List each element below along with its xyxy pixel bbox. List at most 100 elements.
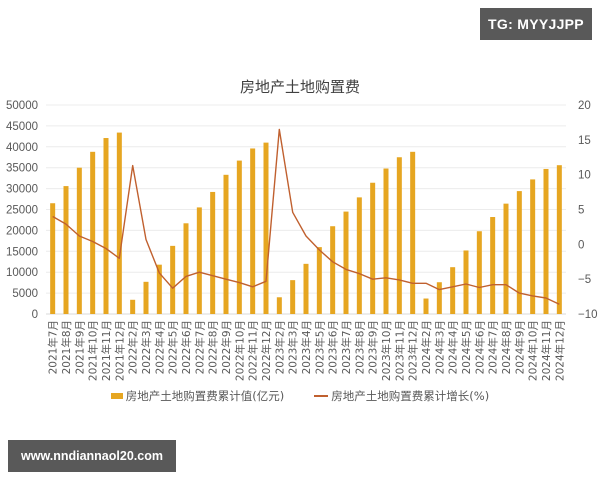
legend-line-label: 房地产土地购置费累计增长(%) [331, 389, 490, 403]
bar [423, 298, 429, 314]
x-axis-tick: 2022年11月 [247, 320, 260, 381]
left-axis-tick: 0 [32, 309, 38, 321]
bar [370, 182, 376, 314]
x-axis-tick: 2022年2月 [127, 320, 140, 374]
left-axis-labels: 0 5000 10000 15000 20000 25000 30000 35000 40000… [6, 100, 38, 321]
chart-title: 房地产土地购置费 [239, 78, 360, 96]
left-axis-tick: 15000 [6, 246, 38, 258]
x-axis-tick: 2021年7月 [47, 320, 60, 374]
right-axis-tick: 15 [578, 135, 591, 147]
x-axis-tick: 2023年11月 [393, 320, 406, 381]
right-axis-tick: 10 [578, 170, 591, 182]
right-axis-tick: 0 [578, 239, 584, 251]
x-axis-tick: 2023年8月 [353, 320, 366, 374]
bar [490, 217, 496, 314]
x-axis-tick: 2021年12月 [113, 320, 126, 381]
bar [130, 299, 136, 314]
left-axis-tick: 50000 [6, 100, 38, 112]
bar [103, 138, 109, 314]
x-axis-tick: 2023年10月 [380, 320, 393, 381]
bar [263, 142, 269, 314]
legend-item-line: 房地产土地购置费累计增长(%) [314, 388, 489, 404]
right-axis-labels: −10 −5 0 5 10 15 20 [578, 100, 598, 321]
left-axis-tick: 30000 [6, 184, 38, 196]
site-watermark-badge: www.nndiannaol20.com [8, 440, 176, 472]
line-swatch-icon [314, 395, 329, 397]
right-axis-tick: −5 [578, 274, 591, 286]
x-axis-tick: 2023年5月 [313, 320, 326, 374]
bar [356, 197, 362, 314]
bar [236, 160, 242, 314]
left-axis-tick: 35000 [6, 163, 38, 175]
x-axis-tick: 2021年9月 [73, 320, 86, 374]
x-axis-tick: 2024年7月 [487, 320, 500, 374]
x-axis-tick: 2022年8月 [207, 320, 220, 374]
line-series [52, 128, 560, 305]
x-axis-tick: 2022年6月 [180, 320, 193, 374]
x-axis-tick: 2024年9月 [513, 320, 526, 374]
x-axis-tick: 2021年8月 [60, 320, 73, 374]
x-axis-tick: 2024年11月 [540, 320, 553, 381]
bar [516, 191, 522, 314]
bar [276, 297, 282, 314]
x-axis-tick: 2024年4月 [447, 320, 460, 374]
x-axis-tick: 2022年3月 [140, 320, 153, 374]
x-axis-tick: 2023年6月 [327, 320, 340, 374]
x-axis-tick: 2024年5月 [460, 320, 473, 374]
right-axis-tick: −10 [578, 309, 598, 321]
bar [250, 148, 256, 314]
right-axis-tick: 5 [578, 205, 584, 217]
x-axis-tick: 2023年9月 [367, 320, 380, 374]
bar [90, 151, 96, 314]
x-axis-tick: 2023年3月 [287, 320, 300, 374]
x-axis-tick: 2023年2月 [273, 320, 286, 374]
x-axis-tick: 2023年7月 [340, 320, 353, 374]
bar [290, 280, 296, 314]
bar [330, 226, 336, 314]
x-axis-tick: 2021年11月 [100, 320, 113, 381]
x-axis-tick: 2023年4月 [300, 320, 313, 374]
legend-bar-label: 房地产土地购置费累计值(亿元) [125, 389, 285, 403]
bar [503, 203, 509, 314]
left-axis-tick: 10000 [6, 267, 38, 279]
bar-swatch-icon [110, 393, 123, 399]
x-axis-tick: 2023年12月 [407, 320, 420, 381]
bar [63, 186, 69, 314]
x-axis-tick: 2022年7月 [193, 320, 206, 374]
x-axis-tick: 2024年3月 [433, 320, 446, 374]
left-axis-tick: 25000 [6, 205, 38, 217]
bar [543, 168, 549, 314]
bar [530, 179, 536, 314]
bar-series [50, 132, 562, 314]
bar [396, 157, 402, 314]
bar [450, 267, 456, 314]
bar [183, 223, 189, 314]
bar [223, 174, 229, 314]
left-axis-tick: 20000 [6, 225, 38, 237]
bar [410, 151, 416, 314]
bar [436, 282, 442, 314]
x-axis-tick: 2022年12月 [260, 320, 273, 381]
tg-watermark-badge: TG: MYYJJPP [480, 8, 592, 40]
x-axis-tick: 2024年6月 [473, 320, 486, 374]
bar [76, 167, 82, 314]
bar [343, 211, 349, 314]
x-axis-tick: 2022年5月 [167, 320, 180, 374]
x-axis-labels: 2021年7月 2021年8月 2021年9月 2021年10月 2021年11月 202… [47, 320, 567, 381]
x-axis-tick: 2024年2月 [420, 320, 433, 374]
x-axis-tick: 2021年10月 [87, 320, 100, 381]
bar [50, 203, 56, 314]
bar [476, 231, 482, 314]
x-axis-tick: 2022年4月 [153, 320, 166, 374]
bar [143, 281, 149, 314]
right-axis-tick: 20 [578, 100, 591, 112]
bar [383, 168, 389, 314]
bar [156, 264, 162, 314]
left-axis-tick: 45000 [6, 121, 38, 133]
x-axis-tick: 2022年9月 [220, 320, 233, 374]
bar [303, 263, 309, 314]
bar [196, 207, 202, 314]
x-axis-tick: 2024年10月 [527, 320, 540, 381]
bar [170, 245, 176, 314]
